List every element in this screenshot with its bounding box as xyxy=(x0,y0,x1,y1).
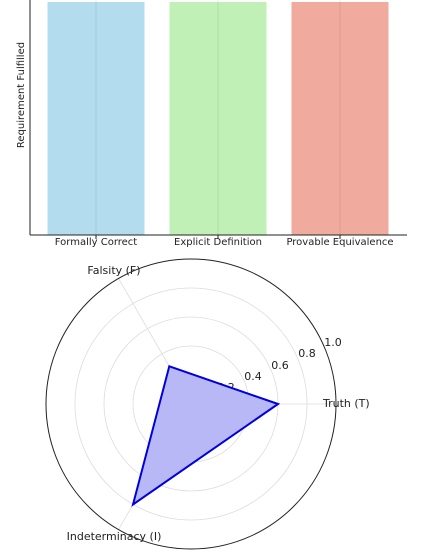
axis-label-falsity: Falsity (F) xyxy=(87,264,140,277)
axis-label-indeterminacy: Indeterminacy (I) xyxy=(67,530,162,543)
radar-outer-circle xyxy=(45,258,337,550)
bars xyxy=(47,2,389,235)
x-tick-label-1: Formally Correct xyxy=(55,237,138,248)
bar-gridlines xyxy=(95,0,341,235)
radar-data-polygon xyxy=(131,365,281,507)
axis-label-truth: Truth (T) xyxy=(322,397,370,410)
radar-chart: 0.2 0.4 0.6 0.8 1.0 Truth (T) Falsity (F… xyxy=(45,258,370,550)
r-tick-label-0.6: 0.6 xyxy=(271,359,289,372)
y-axis-label: Requirement Fulfilled xyxy=(16,42,27,148)
r-tick-label-1.0: 1.0 xyxy=(324,336,342,349)
bar-3 xyxy=(291,2,389,235)
r-tick-label-0.4: 0.4 xyxy=(244,370,262,383)
x-ticks xyxy=(95,235,341,239)
bar-2 xyxy=(169,2,267,235)
r-tick-label-0.8: 0.8 xyxy=(298,347,316,360)
x-tick-label-3: Provable Equivalence xyxy=(286,237,393,248)
x-tick-label-2: Explicit Definition xyxy=(174,237,262,248)
bar-chart: Requirement Fulfilled Formally Correct E… xyxy=(16,0,407,248)
bar-1 xyxy=(47,2,145,235)
